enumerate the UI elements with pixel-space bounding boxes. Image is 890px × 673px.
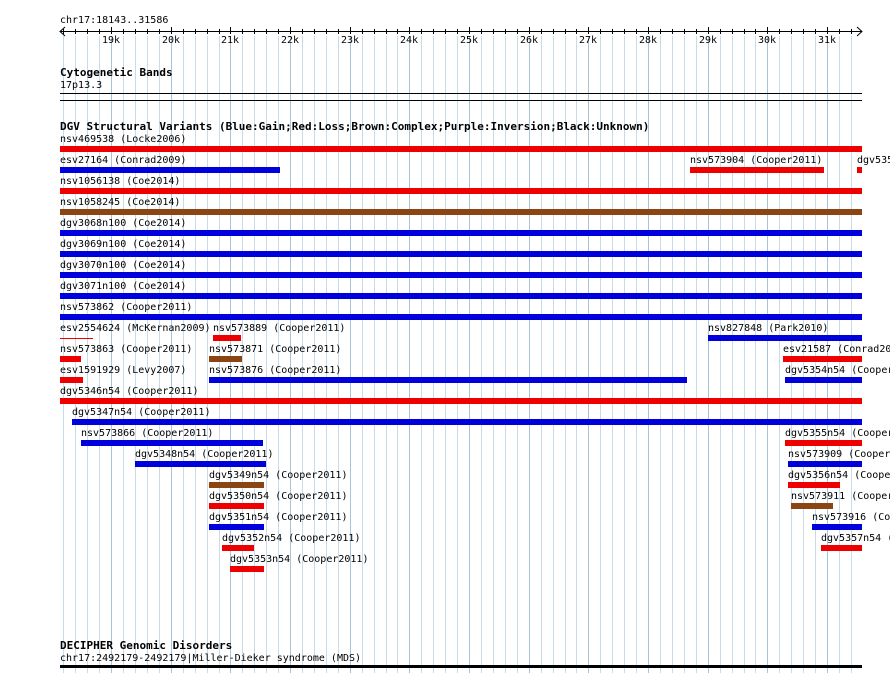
ruler-tick-label: 25k [460, 35, 479, 46]
dgv-feature-label[interactable]: dgv5347n54 (Cooper2011) [72, 407, 211, 418]
cytoband-label[interactable]: 17p13.3 [60, 80, 103, 91]
dgv-feature-label[interactable]: nsv827848 (Park2010) [708, 323, 829, 334]
dgv-feature-label[interactable]: dgv5346n54 (Cooper2011) [60, 386, 199, 397]
dgv-feature-label[interactable]: nsv1056138 (Coe2014) [60, 176, 181, 187]
dgv-feature-label[interactable]: nsv573866 (Cooper2011) [81, 428, 214, 439]
dgv-feature-label[interactable]: nsv469538 (Locke2006) [60, 134, 187, 145]
ruler-position-label: chr17:18143..31586 [60, 15, 169, 26]
dgv-feature-bar[interactable] [788, 482, 840, 488]
dgv-feature-label[interactable]: dgv5355n54 (Cooper2011) [785, 428, 890, 439]
dgv-feature-bar[interactable] [788, 461, 862, 467]
ruler-tick-label: 31k [818, 35, 837, 46]
dgv-feature-bar[interactable] [72, 419, 862, 425]
dgv-feature-bar[interactable] [821, 545, 862, 551]
dgv-feature-label[interactable]: dgv5348n54 (Cooper2011) [135, 449, 274, 460]
dgv-feature-bar[interactable] [60, 188, 862, 194]
dgv-feature-label[interactable]: dgv5354n54 (Cooper2011) [785, 365, 890, 376]
dgv-feature-bar[interactable] [60, 251, 862, 257]
dgv-feature-bar[interactable] [60, 230, 862, 236]
dgv-feature-label[interactable]: dgv5353n54 (Cooper2011) [230, 554, 369, 565]
dgv-feature-bar[interactable] [708, 335, 862, 341]
dgv-feature-label[interactable]: dgv5352n54 (Cooper2011) [222, 533, 361, 544]
dgv-feature-bar[interactable] [60, 398, 862, 404]
dgv-feature-bar[interactable] [60, 209, 862, 215]
dgv-feature-label[interactable]: esv27164 (Conrad2009) [60, 155, 187, 166]
dgv-feature-bar[interactable] [222, 545, 254, 551]
dgv-feature-label[interactable]: nsv573863 (Cooper2011) [60, 344, 193, 355]
dgv-feature-label[interactable]: nsv573862 (Cooper2011) [60, 302, 193, 313]
dgv-feature-bar[interactable] [857, 167, 862, 173]
dgv-feature-bar[interactable] [60, 377, 83, 383]
ruler-tick-label: 26k [520, 35, 539, 46]
dgv-feature-bar[interactable] [60, 356, 81, 362]
dgv-feature-bar[interactable] [209, 524, 264, 530]
ruler-tick-label: 30k [758, 35, 777, 46]
dgv-feature-bar[interactable] [60, 293, 862, 299]
dgv-feature-bar[interactable] [60, 146, 862, 152]
dgv-feature-bar[interactable] [785, 440, 862, 446]
dgv-feature-bar[interactable] [60, 338, 93, 339]
dgv-feature-label[interactable]: dgv3069n100 (Coe2014) [60, 239, 187, 250]
decipher-track-title[interactable]: DECIPHER Genomic Disorders [60, 639, 233, 652]
decipher-feature-bar[interactable] [60, 665, 862, 668]
dgv-feature-bar[interactable] [209, 356, 242, 362]
cytoband-track-title[interactable]: Cytogenetic Bands [60, 66, 173, 79]
dgv-feature-label[interactable]: nsv573911 (Cooper2011) [791, 491, 890, 502]
dgv-feature-label[interactable]: dgv5356n54 (Cooper2011) [788, 470, 890, 481]
ruler-tick-label: 19k [102, 35, 121, 46]
dgv-feature-bar[interactable] [783, 356, 862, 362]
ruler-arrow [856, 26, 863, 37]
dgv-feature-bar[interactable] [209, 482, 264, 488]
dgv-feature-bar[interactable] [785, 377, 862, 383]
ruler-tick-label: 20k [162, 35, 181, 46]
dgv-feature-label[interactable]: esv1591929 (Levy2007) [60, 365, 187, 376]
dgv-feature-bar[interactable] [81, 440, 263, 446]
dgv-feature-bar[interactable] [60, 272, 862, 278]
dgv-feature-bar[interactable] [209, 377, 687, 383]
dgv-track-title[interactable]: DGV Structural Variants (Blue:Gain;Red:L… [60, 120, 650, 133]
dgv-feature-label[interactable]: nsv573876 (Cooper2011) [209, 365, 342, 376]
ruler-tick-label: 28k [639, 35, 658, 46]
cytoband-border [60, 93, 862, 94]
dgv-feature-bar[interactable] [209, 503, 264, 509]
dgv-feature-label[interactable]: dgv3070n100 (Coe2014) [60, 260, 187, 271]
dgv-feature-label[interactable]: dgv5349n54 (Cooper2011) [209, 470, 348, 481]
ruler-tick-label: 23k [341, 35, 360, 46]
dgv-feature-label[interactable]: dgv5351n54 (Cooper2011) [209, 512, 348, 523]
dgv-feature-bar[interactable] [135, 461, 266, 467]
ruler-tick-label: 21k [221, 35, 240, 46]
dgv-feature-label[interactable]: nsv573904 (Cooper2011) [690, 155, 823, 166]
dgv-feature-label[interactable]: dgv3071n100 (Coe2014) [60, 281, 187, 292]
dgv-feature-label[interactable]: nsv573889 (Cooper2011) [213, 323, 346, 334]
cytoband-border [60, 100, 862, 101]
dgv-feature-bar[interactable] [213, 335, 241, 341]
dgv-feature-label[interactable]: dgv5350n54 (Cooper2011) [209, 491, 348, 502]
dgv-feature-bar[interactable] [60, 167, 280, 173]
dgv-feature-label[interactable]: nsv573871 (Cooper2011) [209, 344, 342, 355]
ruler-tick-label: 27k [579, 35, 598, 46]
dgv-feature-bar[interactable] [60, 314, 862, 320]
ruler-tick-label: 22k [281, 35, 300, 46]
dgv-feature-bar[interactable] [812, 524, 862, 530]
dgv-feature-label[interactable]: dgv3068n100 (Coe2014) [60, 218, 187, 229]
dgv-feature-label[interactable]: esv21587 (Conrad2009) [783, 344, 890, 355]
dgv-feature-label[interactable]: nsv573909 (Cooper2011) [788, 449, 890, 460]
ruler-tick-label: 29k [699, 35, 718, 46]
dgv-feature-label[interactable]: dgv5357n54 (Cooper2011) [821, 533, 890, 544]
ruler-tick-label: 24k [400, 35, 419, 46]
dgv-feature-label[interactable]: esv2554624 (McKernan2009) [60, 323, 211, 334]
dgv-feature-label[interactable]: nsv573916 (Cooper2011) [812, 512, 890, 523]
dgv-feature-bar[interactable] [791, 503, 833, 509]
dgv-feature-bar[interactable] [230, 566, 264, 572]
decipher-feature-label[interactable]: chr17:2492179-2492179|Miller-Dieker synd… [60, 653, 362, 664]
dgv-feature-bar[interactable] [690, 167, 824, 173]
dgv-feature-label[interactable]: nsv1058245 (Coe2014) [60, 197, 181, 208]
ruler-arrow [59, 26, 66, 37]
dgv-feature-label[interactable]: dgv535 [857, 155, 890, 166]
